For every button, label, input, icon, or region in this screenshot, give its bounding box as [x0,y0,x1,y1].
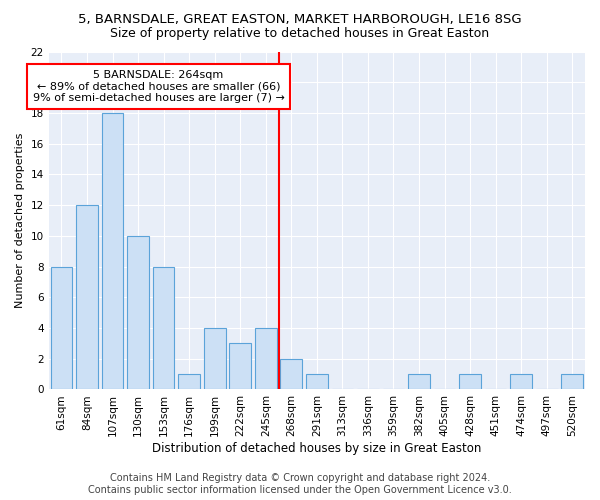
Y-axis label: Number of detached properties: Number of detached properties [15,133,25,308]
Bar [408,374,430,390]
Text: Contains HM Land Registry data © Crown copyright and database right 2024.
Contai: Contains HM Land Registry data © Crown c… [88,474,512,495]
Bar [562,374,583,390]
Text: 5 BARNSDALE: 264sqm
← 89% of detached houses are smaller (66)
9% of semi-detache: 5 BARNSDALE: 264sqm ← 89% of detached ho… [32,70,284,103]
Bar [127,236,149,390]
Text: Size of property relative to detached houses in Great Easton: Size of property relative to detached ho… [110,28,490,40]
Bar [229,344,251,390]
Bar [153,266,175,390]
Bar [76,205,98,390]
X-axis label: Distribution of detached houses by size in Great Easton: Distribution of detached houses by size … [152,442,482,455]
Bar [280,358,302,390]
Bar [101,113,124,390]
Bar [50,266,72,390]
Bar [178,374,200,390]
Bar [510,374,532,390]
Bar [306,374,328,390]
Bar [255,328,277,390]
Bar [204,328,226,390]
Text: 5, BARNSDALE, GREAT EASTON, MARKET HARBOROUGH, LE16 8SG: 5, BARNSDALE, GREAT EASTON, MARKET HARBO… [78,12,522,26]
Bar [459,374,481,390]
